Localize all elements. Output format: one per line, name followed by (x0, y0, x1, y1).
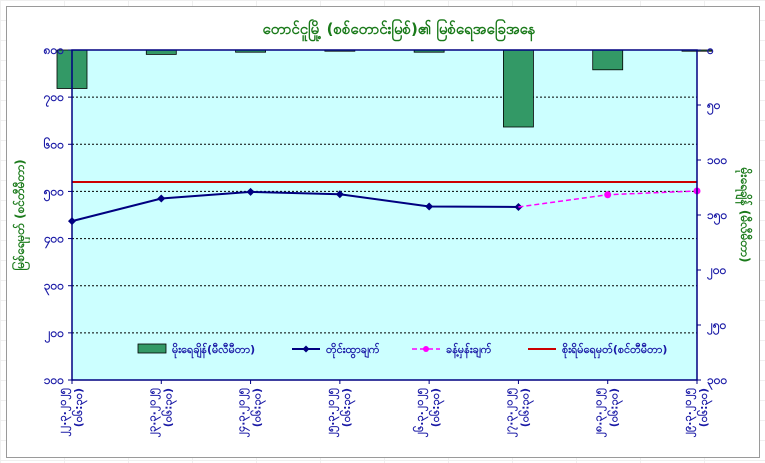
x-tick-label: ၂၇.၃.၂၀၂၅ (502, 387, 518, 437)
x-tick-label: (၀၆:၃၀) (251, 388, 267, 427)
legend: မိုးရေချိန်(မီလီမီတာ) တိုင်းထွာချက် ခန့်မှ… (137, 342, 667, 359)
right-axis-label: မိုးရေချိန် (မီလီမီတာ) (734, 167, 754, 263)
left-tick-label: ၇၀၀ (43, 90, 65, 108)
chart-title: တောင်ငူမြို့ (စစ်တောင်းမြစ်)၏ မြစ်ရေအခြေ… (262, 18, 535, 42)
legend-swatch-marker (302, 345, 310, 353)
right-tick-label: ၂၅၀ (706, 318, 727, 336)
legend-label: စိုးရိမ်ရေမှတ်(စင်တီမီတာ) (562, 342, 667, 359)
legend-label: တိုင်းထွာချက် (326, 342, 380, 359)
right-tick-label: ၂၀၀ (706, 263, 727, 281)
x-tick-label: (၀၆:၃၀) (72, 388, 88, 427)
right-tick-label: ၀ (706, 43, 714, 57)
x-tick-label: (၀၆:၃၀) (518, 388, 534, 427)
right-tick-label: ၃၀၀ (707, 373, 728, 391)
right-tick-label: ၁၀၀ (707, 153, 728, 167)
x-tick-label: (၀၆:၃၀) (697, 388, 713, 427)
x-tick-label: (၀၆:၃၀) (161, 388, 177, 427)
right-tick-label: ၅၀ (706, 98, 721, 116)
x-tick-label: ၂၅.၃.၂၀၂၅ (324, 387, 340, 437)
legend-swatch-bar (137, 343, 167, 354)
rainfall-bar (503, 49, 534, 128)
x-tick-label: ၂၆.၃.၂၀၂၅ (413, 387, 429, 437)
legend-label: ခန့်မှန်းချက် (446, 342, 492, 359)
gridlines (72, 96, 697, 334)
left-tick-label: ၂၀၀ (44, 326, 65, 344)
observed-line (71, 190, 519, 223)
plot-area (72, 50, 697, 380)
left-tick-label: ၅၀၀ (43, 184, 65, 202)
left-tick-label: ၈၀၀ (43, 43, 65, 57)
x-tick-label: ၂၈.၃.၂၀၂၅ (592, 387, 608, 437)
rainfall-bar (592, 49, 624, 71)
observed-point (425, 202, 434, 211)
series-lines (68, 181, 701, 226)
x-tick-label: (၀၆:၃၀) (608, 388, 624, 427)
legend-label: မိုးရေချိန်(မီလီမီတာ) (172, 342, 255, 359)
x-tick-label: ၂၄.၃.၂၀၂၅ (235, 387, 251, 437)
x-tick-label: ၂၉.၃.၂၀၂၅ (681, 387, 697, 437)
left-tick-label: ၄၀၀ (43, 232, 65, 250)
right-tick-label: ၁၅၀ (707, 208, 728, 226)
x-tick-label: ၂၃.၃.၂၀၂၅ (145, 387, 161, 437)
left-tick-label: ၆၀၀ (43, 135, 65, 151)
forecast-point (604, 191, 612, 199)
left-axis-label: မြစ်ရေမှတ် (စင်တီမီတာ) (10, 159, 31, 270)
observed-point (246, 187, 255, 196)
left-tick-label: ၁၀၀ (44, 373, 65, 387)
legend-swatch-marker (423, 346, 429, 352)
observed-point (335, 190, 344, 199)
observed-point (157, 194, 166, 203)
x-tick-label: (၀၆:၃၀) (340, 388, 356, 427)
x-tick-label: ၂၂.၃.၂၀၂၅ (56, 387, 72, 436)
axes: ၈၀၀၇၀၀၆၀၀၅၀၀၄၀၀၃၀၀၂၀၀၁၀၀၀၅၀၁၀၀၁၅၀၂၀၀၂၅၀၃… (43, 43, 728, 437)
left-tick-label: ၃၀၀ (44, 279, 65, 297)
x-tick-label: (၀၆:၃၀) (429, 388, 445, 427)
